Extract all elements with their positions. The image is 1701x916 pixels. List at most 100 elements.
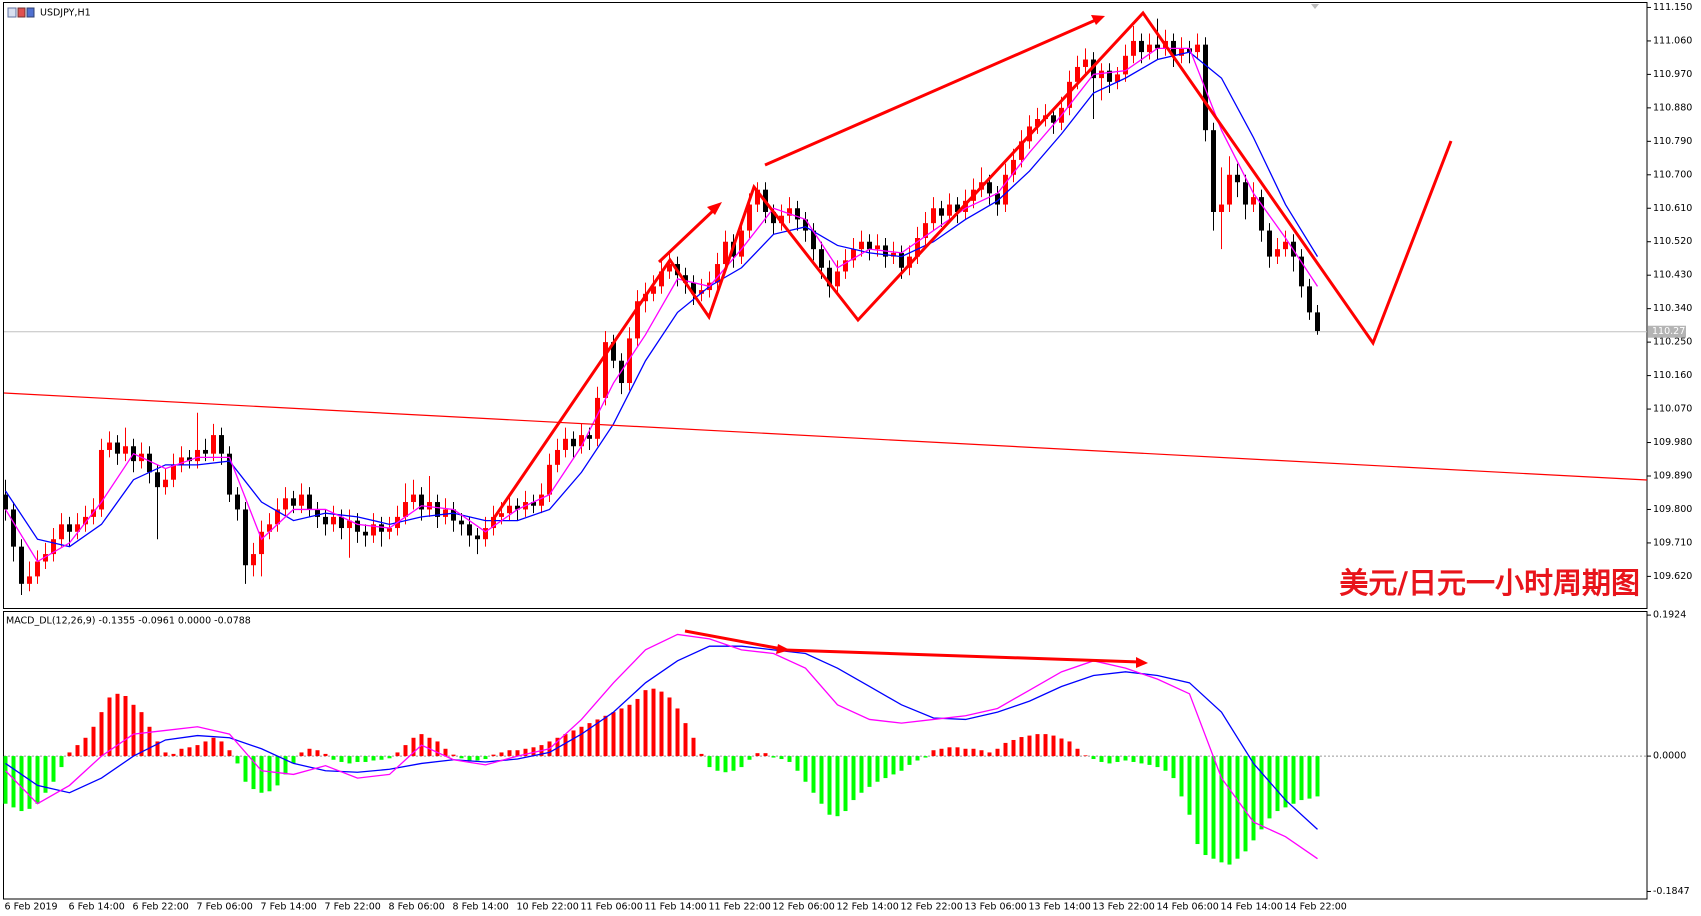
candle-body bbox=[907, 256, 912, 268]
y-tick-label: 109.980 bbox=[1653, 437, 1692, 448]
histogram-bar bbox=[307, 748, 312, 757]
histogram-bar bbox=[523, 748, 528, 757]
histogram-bar bbox=[843, 756, 848, 812]
candle-body bbox=[659, 271, 664, 287]
x-tick-label: 14 Feb 14:00 bbox=[1221, 902, 1283, 913]
histogram-bar bbox=[363, 756, 368, 762]
candle-body bbox=[1203, 44, 1208, 131]
histogram-bar bbox=[747, 756, 752, 760]
histogram-bar bbox=[171, 753, 176, 757]
histogram-bar bbox=[579, 726, 584, 757]
histogram-bar bbox=[795, 756, 800, 771]
histogram-bar bbox=[1099, 756, 1104, 762]
histogram-bar bbox=[1267, 756, 1272, 819]
candle-body bbox=[363, 531, 368, 536]
candle-body bbox=[699, 290, 704, 294]
histogram-bar bbox=[875, 756, 880, 782]
candle-body bbox=[171, 464, 176, 480]
histogram-bar bbox=[387, 756, 392, 759]
candle-body bbox=[291, 498, 296, 506]
candle-body bbox=[1115, 74, 1120, 82]
candle-body bbox=[1091, 59, 1096, 79]
histogram-bar bbox=[1019, 737, 1024, 757]
histogram-bar bbox=[323, 753, 328, 757]
candle-body bbox=[1099, 70, 1104, 79]
candle-body bbox=[51, 539, 56, 555]
y-tick-label: 111.060 bbox=[1653, 35, 1692, 46]
histogram-bar bbox=[35, 756, 40, 804]
histogram-bar bbox=[1155, 756, 1160, 768]
histogram-bar bbox=[267, 756, 272, 792]
candle-body bbox=[595, 397, 600, 439]
y-tick-label: 110.610 bbox=[1653, 203, 1692, 214]
candle-body bbox=[571, 438, 576, 447]
candle-body bbox=[315, 509, 320, 517]
histogram-bar bbox=[755, 753, 760, 757]
candle-body bbox=[1139, 40, 1144, 53]
x-tick-label: 8 Feb 06:00 bbox=[389, 902, 445, 913]
x-tick-label: 11 Feb 14:00 bbox=[645, 902, 707, 913]
candle-body bbox=[483, 528, 488, 540]
histogram-bar bbox=[835, 756, 840, 817]
candle-body bbox=[275, 509, 280, 525]
y-tick-label: 109.620 bbox=[1653, 571, 1692, 582]
y-tick-label: 110.700 bbox=[1653, 169, 1692, 180]
arrow-line bbox=[764, 17, 1099, 167]
candle-body bbox=[259, 531, 264, 555]
candle-body bbox=[435, 502, 440, 517]
candle-body bbox=[891, 252, 896, 257]
y-tick-label: 0.1924 bbox=[1653, 610, 1686, 621]
candle-body bbox=[579, 435, 584, 447]
histogram-bar bbox=[59, 756, 64, 768]
candle-body bbox=[515, 505, 520, 510]
candle-body bbox=[1035, 119, 1040, 127]
x-tick-label: 12 Feb 22:00 bbox=[901, 902, 963, 913]
histogram-bar bbox=[827, 756, 832, 815]
x-tick-label: 6 Feb 14:00 bbox=[69, 902, 125, 913]
candle-body bbox=[163, 479, 168, 488]
histogram-bar bbox=[971, 748, 976, 757]
candle-body bbox=[1155, 44, 1160, 49]
candle-body bbox=[995, 193, 1000, 205]
histogram-bar bbox=[587, 723, 592, 757]
histogram-bar bbox=[699, 753, 704, 757]
histogram-bar bbox=[3, 756, 8, 804]
histogram-bar bbox=[395, 752, 400, 757]
candle-body bbox=[251, 554, 256, 566]
histogram-bar bbox=[1227, 756, 1232, 865]
candle-body bbox=[179, 457, 184, 465]
y-tick-label: 110.520 bbox=[1653, 236, 1692, 247]
histogram-bar bbox=[1187, 756, 1192, 815]
histogram-bar bbox=[155, 741, 160, 757]
candle-body bbox=[555, 449, 560, 465]
indicator-line bbox=[4, 51, 1319, 548]
candle-body bbox=[603, 342, 608, 398]
candle-body bbox=[155, 472, 160, 488]
histogram-bar bbox=[1211, 756, 1216, 859]
histogram-bar bbox=[1115, 756, 1120, 762]
candle-body bbox=[1107, 70, 1112, 82]
candle-body bbox=[307, 494, 312, 510]
candle-body bbox=[667, 264, 672, 272]
histogram-bar bbox=[275, 756, 280, 786]
histogram-bar bbox=[515, 750, 520, 757]
histogram-bar bbox=[787, 756, 792, 762]
histogram-bar bbox=[1299, 756, 1304, 801]
histogram-bar bbox=[955, 747, 960, 757]
candle-body bbox=[635, 301, 640, 339]
candle-body bbox=[739, 230, 744, 257]
candle-body bbox=[1019, 141, 1024, 160]
histogram-bar bbox=[987, 752, 992, 757]
histogram-bar bbox=[1123, 756, 1128, 761]
histogram-bar bbox=[851, 756, 856, 801]
histogram-bar bbox=[507, 750, 512, 757]
histogram-bar bbox=[1131, 756, 1136, 762]
candle-body bbox=[475, 535, 480, 540]
candle-body bbox=[1147, 44, 1152, 53]
histogram-bar bbox=[371, 756, 376, 761]
candle-body bbox=[875, 245, 880, 250]
candle-body bbox=[771, 211, 776, 224]
x-tick-label: 11 Feb 06:00 bbox=[581, 902, 643, 913]
histogram-bar bbox=[123, 696, 128, 757]
